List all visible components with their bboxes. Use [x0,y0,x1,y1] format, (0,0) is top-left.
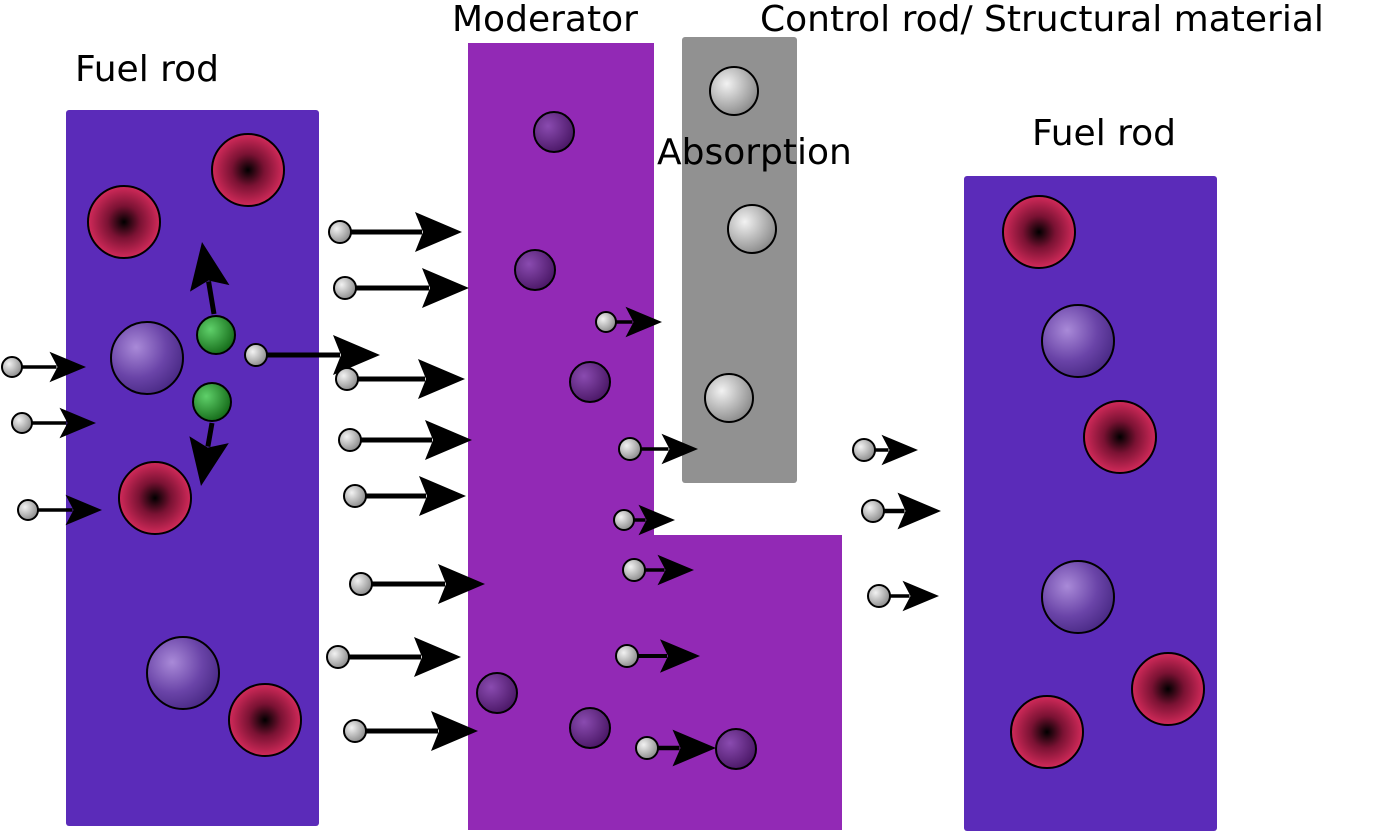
arrow-icon [348,637,461,677]
fission-fragment-icon [192,382,232,422]
arrow-icon [874,434,918,466]
neutron-icon [335,367,359,391]
neutron-icon [338,428,362,452]
arrow-icon [350,212,462,252]
arrow-icon [365,476,466,516]
arrow-icon [266,335,380,375]
control-rod-label: Control rod/ Structural material [760,0,1324,40]
arrow-icon [365,711,478,751]
arrow-icon [637,639,700,673]
moderator-atom-icon [533,111,575,153]
fuel-rod-left-label: Fuel rod [75,49,220,90]
arrow-icon [657,729,716,767]
moderator-atom-icon [715,728,757,770]
fissile-atom-icon [1010,695,1084,769]
neutron-icon [349,572,373,596]
fissile-atom-icon [1131,652,1205,726]
moderator-block [468,43,842,830]
arrow-icon [644,554,694,586]
arrow-icon [615,306,662,338]
arrow-icon [21,351,86,383]
neutron-icon [595,311,617,333]
fissile-atom-icon [87,185,161,259]
neutron-icon [17,499,39,521]
neutron-icon [618,437,642,461]
neutron-icon [328,220,352,244]
arrow-icon [883,492,941,530]
neutron-icon [861,499,885,523]
fertile-atom-icon [110,321,184,395]
fissile-atom-icon [211,133,285,207]
neutron-icon [622,558,646,582]
neutron-icon [333,276,357,300]
absorber-atom-icon [727,204,777,254]
arrow-icon [189,422,229,486]
neutron-icon [244,343,268,367]
arrow-icon [360,420,472,460]
fissile-atom-icon [1002,195,1076,269]
fissile-atom-icon [118,461,192,535]
arrow-icon [31,407,96,439]
neutron-icon [615,644,639,668]
arrow-icon [371,564,485,604]
fission-fragment-icon [196,315,236,355]
arrow-icon [640,433,698,465]
fuel-rod-left [66,110,319,826]
neutron-icon [343,719,367,743]
fissile-atom-icon [1083,400,1157,474]
moderator-atom-icon [514,249,556,291]
arrow-icon [37,494,102,526]
neutron-icon [326,645,350,669]
moderator-atom-icon [569,361,611,403]
arrow-icon [355,268,469,308]
neutron-icon [1,356,23,378]
fertile-atom-icon [1041,560,1115,634]
fertile-atom-icon [1041,304,1115,378]
neutron-icon [343,484,367,508]
fuel-rod-right [964,176,1217,831]
fertile-atom-icon [146,636,220,710]
moderator-label: Moderator [452,0,638,40]
control-rod [682,37,797,483]
absorption-label: Absorption [657,132,852,173]
fuel-rod-right-label: Fuel rod [1032,113,1177,154]
moderator-atom-icon [476,672,518,714]
arrow-icon [633,504,675,536]
absorber-atom-icon [709,66,759,116]
neutron-icon [11,412,33,434]
moderator-atom-icon [569,707,611,749]
fissile-atom-icon [228,683,302,757]
neutron-icon [635,736,659,760]
arrow-icon [889,580,939,612]
neutron-icon [867,584,891,608]
absorber-atom-icon [704,373,754,423]
neutron-icon [852,438,876,462]
arrow-icon [357,359,465,399]
arrow-icon [189,242,230,315]
neutron-icon [613,509,635,531]
